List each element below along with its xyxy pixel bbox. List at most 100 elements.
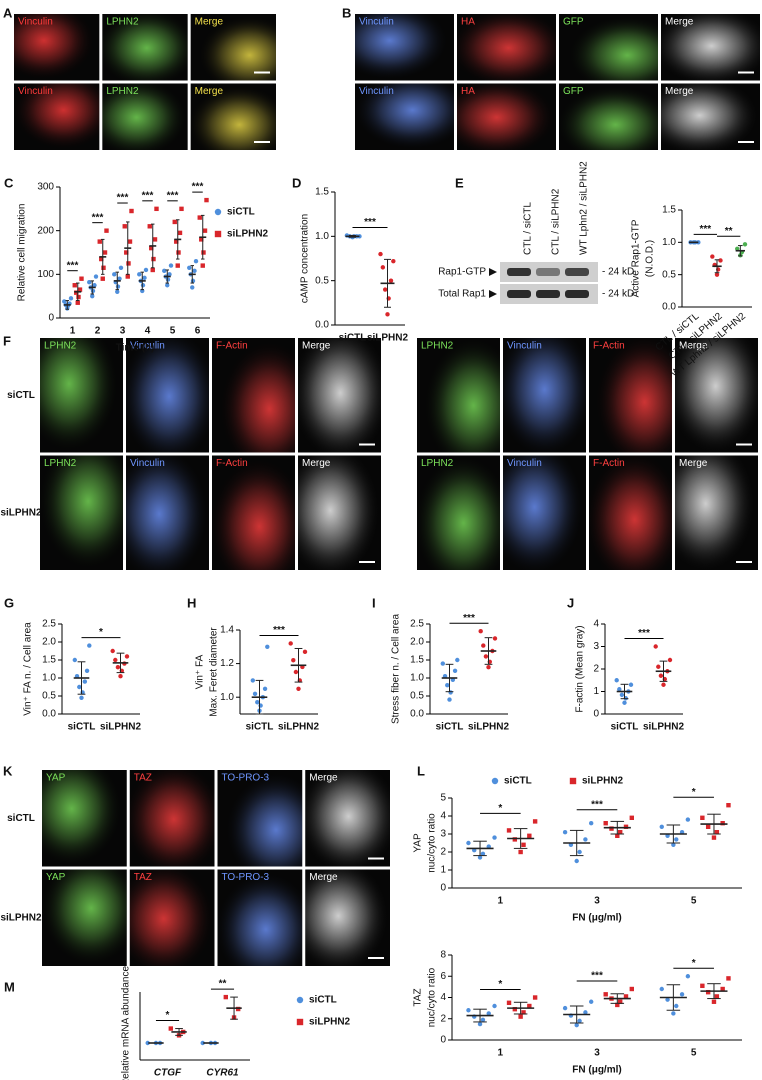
data-point — [190, 285, 195, 290]
data-point — [175, 263, 180, 268]
data-point — [201, 250, 206, 255]
channel-label: Merge — [665, 86, 694, 97]
data-point — [187, 265, 192, 270]
y-tick-label: 1.0 — [410, 673, 424, 684]
y-tick-label: 1.0 — [315, 231, 329, 242]
micrograph-signal — [661, 83, 760, 150]
row-label: siCTL — [7, 813, 35, 824]
data-point — [623, 994, 629, 999]
channel-label: GFP — [563, 17, 584, 28]
data-point — [87, 279, 92, 285]
legend-marker — [214, 208, 222, 216]
significance-label: *** — [591, 971, 603, 982]
data-point — [506, 1000, 512, 1006]
data-point — [97, 239, 102, 244]
data-point — [512, 837, 518, 842]
error-bar — [140, 271, 144, 291]
row-label: siLPHN2 — [0, 507, 42, 518]
micrograph-signal — [190, 83, 276, 150]
data-point — [492, 1003, 497, 1009]
x-tick-label: CTGF — [154, 1068, 182, 1079]
micrograph-signal — [190, 14, 276, 81]
micrograph-signal — [503, 455, 586, 570]
data-point — [168, 263, 174, 268]
micrograph-signal — [417, 338, 500, 453]
band-size: - 24 kD — [602, 267, 634, 278]
data-point — [92, 283, 97, 288]
significance-label: * — [498, 979, 502, 990]
channel-label: Vinculin — [18, 86, 53, 97]
data-point — [167, 272, 172, 277]
data-point — [385, 312, 390, 317]
channel-label: Vinculin — [18, 17, 53, 28]
data-point — [115, 665, 121, 670]
data-point — [179, 206, 184, 212]
data-point — [661, 682, 666, 687]
micrograph-signal — [102, 83, 188, 150]
data-point — [614, 678, 619, 683]
data-point — [117, 276, 122, 281]
error-bar — [738, 245, 743, 257]
significance-label: * — [692, 787, 696, 798]
y-tick-label: 0.5 — [662, 269, 676, 280]
band-arrow — [489, 268, 497, 276]
data-point — [577, 1018, 582, 1024]
y-tick-label: 1.5 — [42, 655, 56, 666]
data-point — [151, 256, 156, 262]
panel-letter: G — [4, 595, 14, 610]
lane-label: CTL / siLPHN2 — [551, 188, 562, 255]
band-label: Rap1-GTP — [438, 267, 486, 278]
y-tick-label: 2.0 — [410, 637, 424, 648]
data-point — [477, 855, 483, 860]
data-point — [252, 691, 258, 697]
micrograph-signal — [298, 338, 381, 453]
data-point — [143, 267, 149, 273]
micrograph-signal — [14, 83, 100, 150]
data-point — [617, 687, 622, 692]
channel-label: Merge — [302, 341, 331, 352]
y-tick-label: 0 — [440, 1035, 446, 1046]
data-point — [293, 669, 299, 675]
blot-band — [565, 290, 589, 298]
data-point — [623, 824, 629, 829]
data-point — [629, 986, 634, 992]
data-point — [100, 276, 105, 281]
channel-label: YAP — [46, 872, 66, 883]
micrograph-signal — [503, 338, 586, 453]
y-tick-label: 100 — [37, 269, 54, 280]
error-bar — [569, 829, 584, 857]
y-tick-label: 2.0 — [42, 637, 56, 648]
channel-label: LPHN2 — [421, 458, 454, 469]
data-point — [628, 682, 634, 687]
significance-label: * — [99, 627, 103, 638]
channel-label: Merge — [195, 86, 224, 97]
y-tick-label: 0.5 — [315, 275, 329, 286]
data-point — [674, 837, 679, 842]
blot-band — [536, 268, 560, 276]
channel-label: F-Actin — [216, 458, 248, 469]
data-point — [265, 644, 270, 649]
data-point — [72, 283, 77, 288]
micrograph-signal — [559, 14, 658, 81]
row-label: siCTL — [7, 390, 35, 401]
data-point — [521, 842, 526, 847]
error-bar — [101, 238, 105, 275]
error-bar — [659, 660, 668, 682]
data-point — [79, 276, 84, 281]
data-point — [685, 974, 691, 979]
y-tick-label: 1.0 — [662, 237, 676, 248]
channel-label: HA — [461, 17, 475, 28]
channel-label: LPHN2 — [44, 458, 77, 469]
y-tick-label: 0 — [593, 709, 599, 720]
data-point — [197, 215, 202, 220]
y-axis-label: nuc/cyto ratio — [427, 813, 438, 873]
error-bar — [76, 282, 80, 302]
row-label: siLPHN2 — [0, 912, 42, 923]
significance-label: * — [498, 803, 502, 814]
data-point — [118, 674, 123, 679]
y-tick-label: 4 — [440, 992, 446, 1003]
data-point — [622, 700, 627, 705]
y-tick-label: 2 — [593, 664, 599, 675]
data-point — [486, 665, 491, 670]
